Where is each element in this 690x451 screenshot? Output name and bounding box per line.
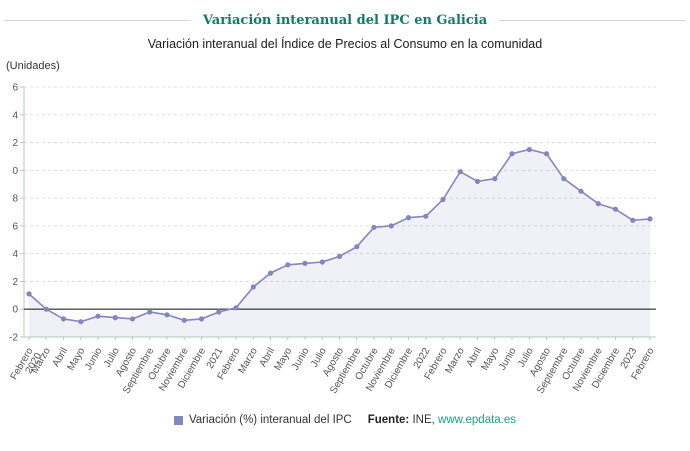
data-point [509,151,515,157]
svg-text:4: 4 [12,110,18,121]
data-point [267,270,274,276]
svg-text:-2: -2 [9,333,18,344]
data-point [647,216,653,222]
svg-text:Junio: Junio [290,346,312,373]
svg-text:6: 6 [12,83,18,94]
svg-text:Mayo: Mayo [66,346,88,373]
data-point [147,309,153,315]
series-swatch-icon [173,415,183,425]
data-point [198,316,205,322]
data-point [543,151,550,157]
chart-legend: Variación (%) interanual del IPC Fuente:… [0,414,690,426]
data-point [129,316,136,322]
data-point [285,262,291,268]
data-point [578,188,584,194]
chart-header: Variación interanual del IPC en Galicia [0,0,690,28]
data-point [526,146,532,153]
header-rule-left [4,20,191,21]
ipc-line-chart: -2 0 2 4 6 8 0 2 4 6 Febrero2020MarzoAbrilMayoJuni… [9,83,657,396]
axes [20,86,656,340]
chart-subtitle: Variación interanual del Índice de Preci… [147,37,543,51]
data-point [561,176,567,182]
data-point [371,224,377,230]
y-axis-labels: -2 0 2 4 6 8 0 2 4 6 [9,83,18,344]
source-text: Fuente: INE, www.epdata.es [368,414,516,426]
data-point [216,309,222,315]
data-point [405,215,412,221]
data-point [302,260,308,266]
epdata-link[interactable]: www.epdata.es [438,414,517,426]
data-point [474,178,481,184]
svg-text:Junio: Junio [497,346,519,373]
data-point [60,316,67,322]
source-prefix: Fuente: [367,414,410,426]
header-rule-right [499,20,686,21]
data-point [492,176,498,182]
data-point [457,169,463,175]
series-markers [26,146,653,325]
x-axis-labels: Febrero2020MarzoAbrilMayoJunioJulioAgost… [9,346,657,396]
series-area [29,149,650,337]
data-point [78,319,84,325]
data-point [181,317,187,323]
data-point [630,217,636,223]
data-point [319,259,325,265]
data-point [233,305,239,311]
svg-text:2: 2 [12,138,18,149]
data-point [388,223,394,229]
data-point [26,291,32,297]
svg-text:Junio: Junio [83,346,105,373]
data-point [95,313,101,319]
data-point [164,312,170,318]
svg-text:2: 2 [12,277,18,288]
series-label: Variación (%) interanual del IPC [188,414,352,426]
data-point [250,284,256,290]
data-point [595,201,601,207]
svg-text:0: 0 [12,166,18,177]
data-point [440,196,446,203]
data-point [423,213,429,219]
data-point [336,253,343,259]
data-point [43,306,49,312]
svg-text:Mayo: Mayo [273,346,295,373]
svg-text:Mayo: Mayo [480,346,502,373]
page-title: Variación interanual del IPC en Galicia [202,13,488,28]
data-point [112,315,118,321]
data-point [354,244,360,250]
svg-text:8: 8 [12,194,18,205]
source-name: INE, [412,414,439,426]
svg-text:4: 4 [12,249,18,260]
y-axis-units-label: (Unidades) [6,60,60,72]
data-point [612,206,619,212]
svg-text:0: 0 [12,305,18,316]
svg-text:6: 6 [12,221,18,232]
